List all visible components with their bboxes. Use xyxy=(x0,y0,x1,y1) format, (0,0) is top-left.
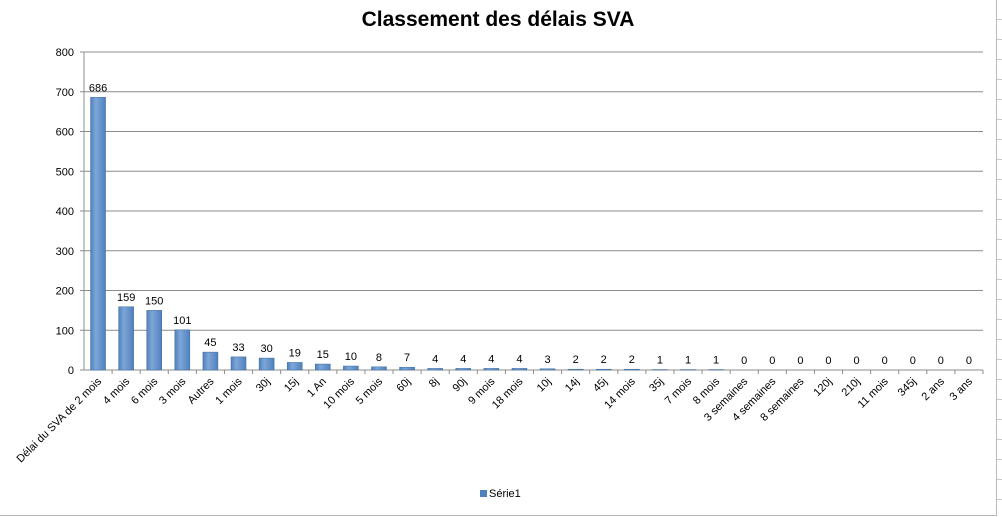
data-label: 0 xyxy=(966,355,972,367)
category-label: 60j xyxy=(394,376,413,395)
category-label: 14j xyxy=(563,376,582,395)
category-label: 120j xyxy=(811,376,834,399)
bar xyxy=(595,368,612,371)
data-label: 0 xyxy=(882,355,888,367)
data-label: 10 xyxy=(345,351,357,363)
category-label: 8j xyxy=(427,376,442,391)
data-label: 7 xyxy=(404,352,410,364)
bar xyxy=(90,97,106,371)
bar xyxy=(624,368,640,371)
bar xyxy=(343,365,359,371)
chart-title: Classement des délais SVA xyxy=(361,8,635,31)
data-label: 0 xyxy=(825,355,831,367)
y-tick-label: 0 xyxy=(68,365,74,377)
data-label: 150 xyxy=(145,295,163,307)
bar xyxy=(174,329,191,371)
y-tick-label: 400 xyxy=(56,206,74,218)
y-tick-label: 600 xyxy=(56,127,74,139)
data-label: 686 xyxy=(89,82,107,94)
bar xyxy=(567,368,584,371)
data-label: 4 xyxy=(460,353,466,365)
category-label: 3 mois xyxy=(157,375,189,407)
data-label: 1 xyxy=(657,355,663,367)
data-label: 33 xyxy=(232,342,244,354)
data-label: 0 xyxy=(854,355,860,367)
category-label: 18 mois xyxy=(490,375,526,411)
bar xyxy=(427,368,443,371)
data-label: 0 xyxy=(741,355,747,367)
category-label: 11 mois xyxy=(856,375,891,410)
category-label: 90j xyxy=(451,376,470,395)
category-label: 1 mois xyxy=(213,375,245,407)
bar xyxy=(258,357,275,371)
bar xyxy=(315,363,331,371)
bar xyxy=(455,368,472,371)
bar xyxy=(230,356,247,371)
data-label: 30 xyxy=(260,343,272,355)
bar xyxy=(539,368,556,371)
category-label: 210j xyxy=(840,376,863,399)
category-label: 6 mois xyxy=(129,375,161,407)
y-tick-label: 700 xyxy=(56,87,74,99)
category-label: 3 ans xyxy=(948,375,976,403)
data-label: 159 xyxy=(117,292,135,304)
category-label: 30j xyxy=(254,376,273,395)
category-label: Autres xyxy=(186,375,217,406)
data-label: 101 xyxy=(173,315,191,327)
bar xyxy=(146,310,162,371)
category-label: 2 ans xyxy=(919,375,947,403)
bar xyxy=(371,366,387,371)
category-label: 14 mois xyxy=(602,375,638,411)
data-label: 2 xyxy=(629,354,635,366)
data-label: 2 xyxy=(573,354,579,366)
category-label: Délai du SVA de 2 mois xyxy=(15,375,105,465)
data-label: 8 xyxy=(376,352,382,364)
category-label: 7 mois xyxy=(663,375,695,407)
data-label: 4 xyxy=(516,353,522,365)
y-tick-label: 200 xyxy=(56,286,74,298)
category-label: 4 mois xyxy=(101,375,133,407)
bar xyxy=(511,368,528,371)
category-label: 35j xyxy=(647,376,666,395)
category-label: 45j xyxy=(591,376,610,395)
data-label: 0 xyxy=(910,355,916,367)
y-tick-label: 500 xyxy=(56,166,74,178)
legend-label: Série1 xyxy=(489,488,521,500)
spreadsheet-edge xyxy=(997,0,1002,517)
data-label: 1 xyxy=(685,355,691,367)
data-label: 0 xyxy=(769,355,775,367)
data-label: 0 xyxy=(797,355,803,367)
y-tick-label: 100 xyxy=(56,325,74,337)
data-label: 1 xyxy=(713,355,719,367)
bar xyxy=(483,368,500,371)
y-tick-label: 300 xyxy=(56,246,74,258)
legend-swatch xyxy=(480,490,487,497)
data-label: 3 xyxy=(544,354,550,366)
bar xyxy=(202,351,219,371)
data-label: 4 xyxy=(432,353,438,365)
data-label: 2 xyxy=(601,354,607,366)
category-label: 5 mois xyxy=(354,375,386,407)
bar xyxy=(118,306,134,371)
category-label: 10 mois xyxy=(321,375,357,411)
y-tick-label: 800 xyxy=(56,47,74,59)
data-label: 0 xyxy=(938,355,944,367)
category-label: 15j xyxy=(282,376,301,395)
category-label: 10j xyxy=(535,376,554,395)
bar xyxy=(286,362,303,371)
data-label: 15 xyxy=(317,349,329,361)
data-label: 4 xyxy=(488,353,494,365)
data-label: 19 xyxy=(289,347,301,359)
category-label: 345j xyxy=(896,376,919,399)
bar xyxy=(399,366,415,371)
data-label: 45 xyxy=(204,337,216,349)
category-label: 1 An xyxy=(305,376,329,400)
